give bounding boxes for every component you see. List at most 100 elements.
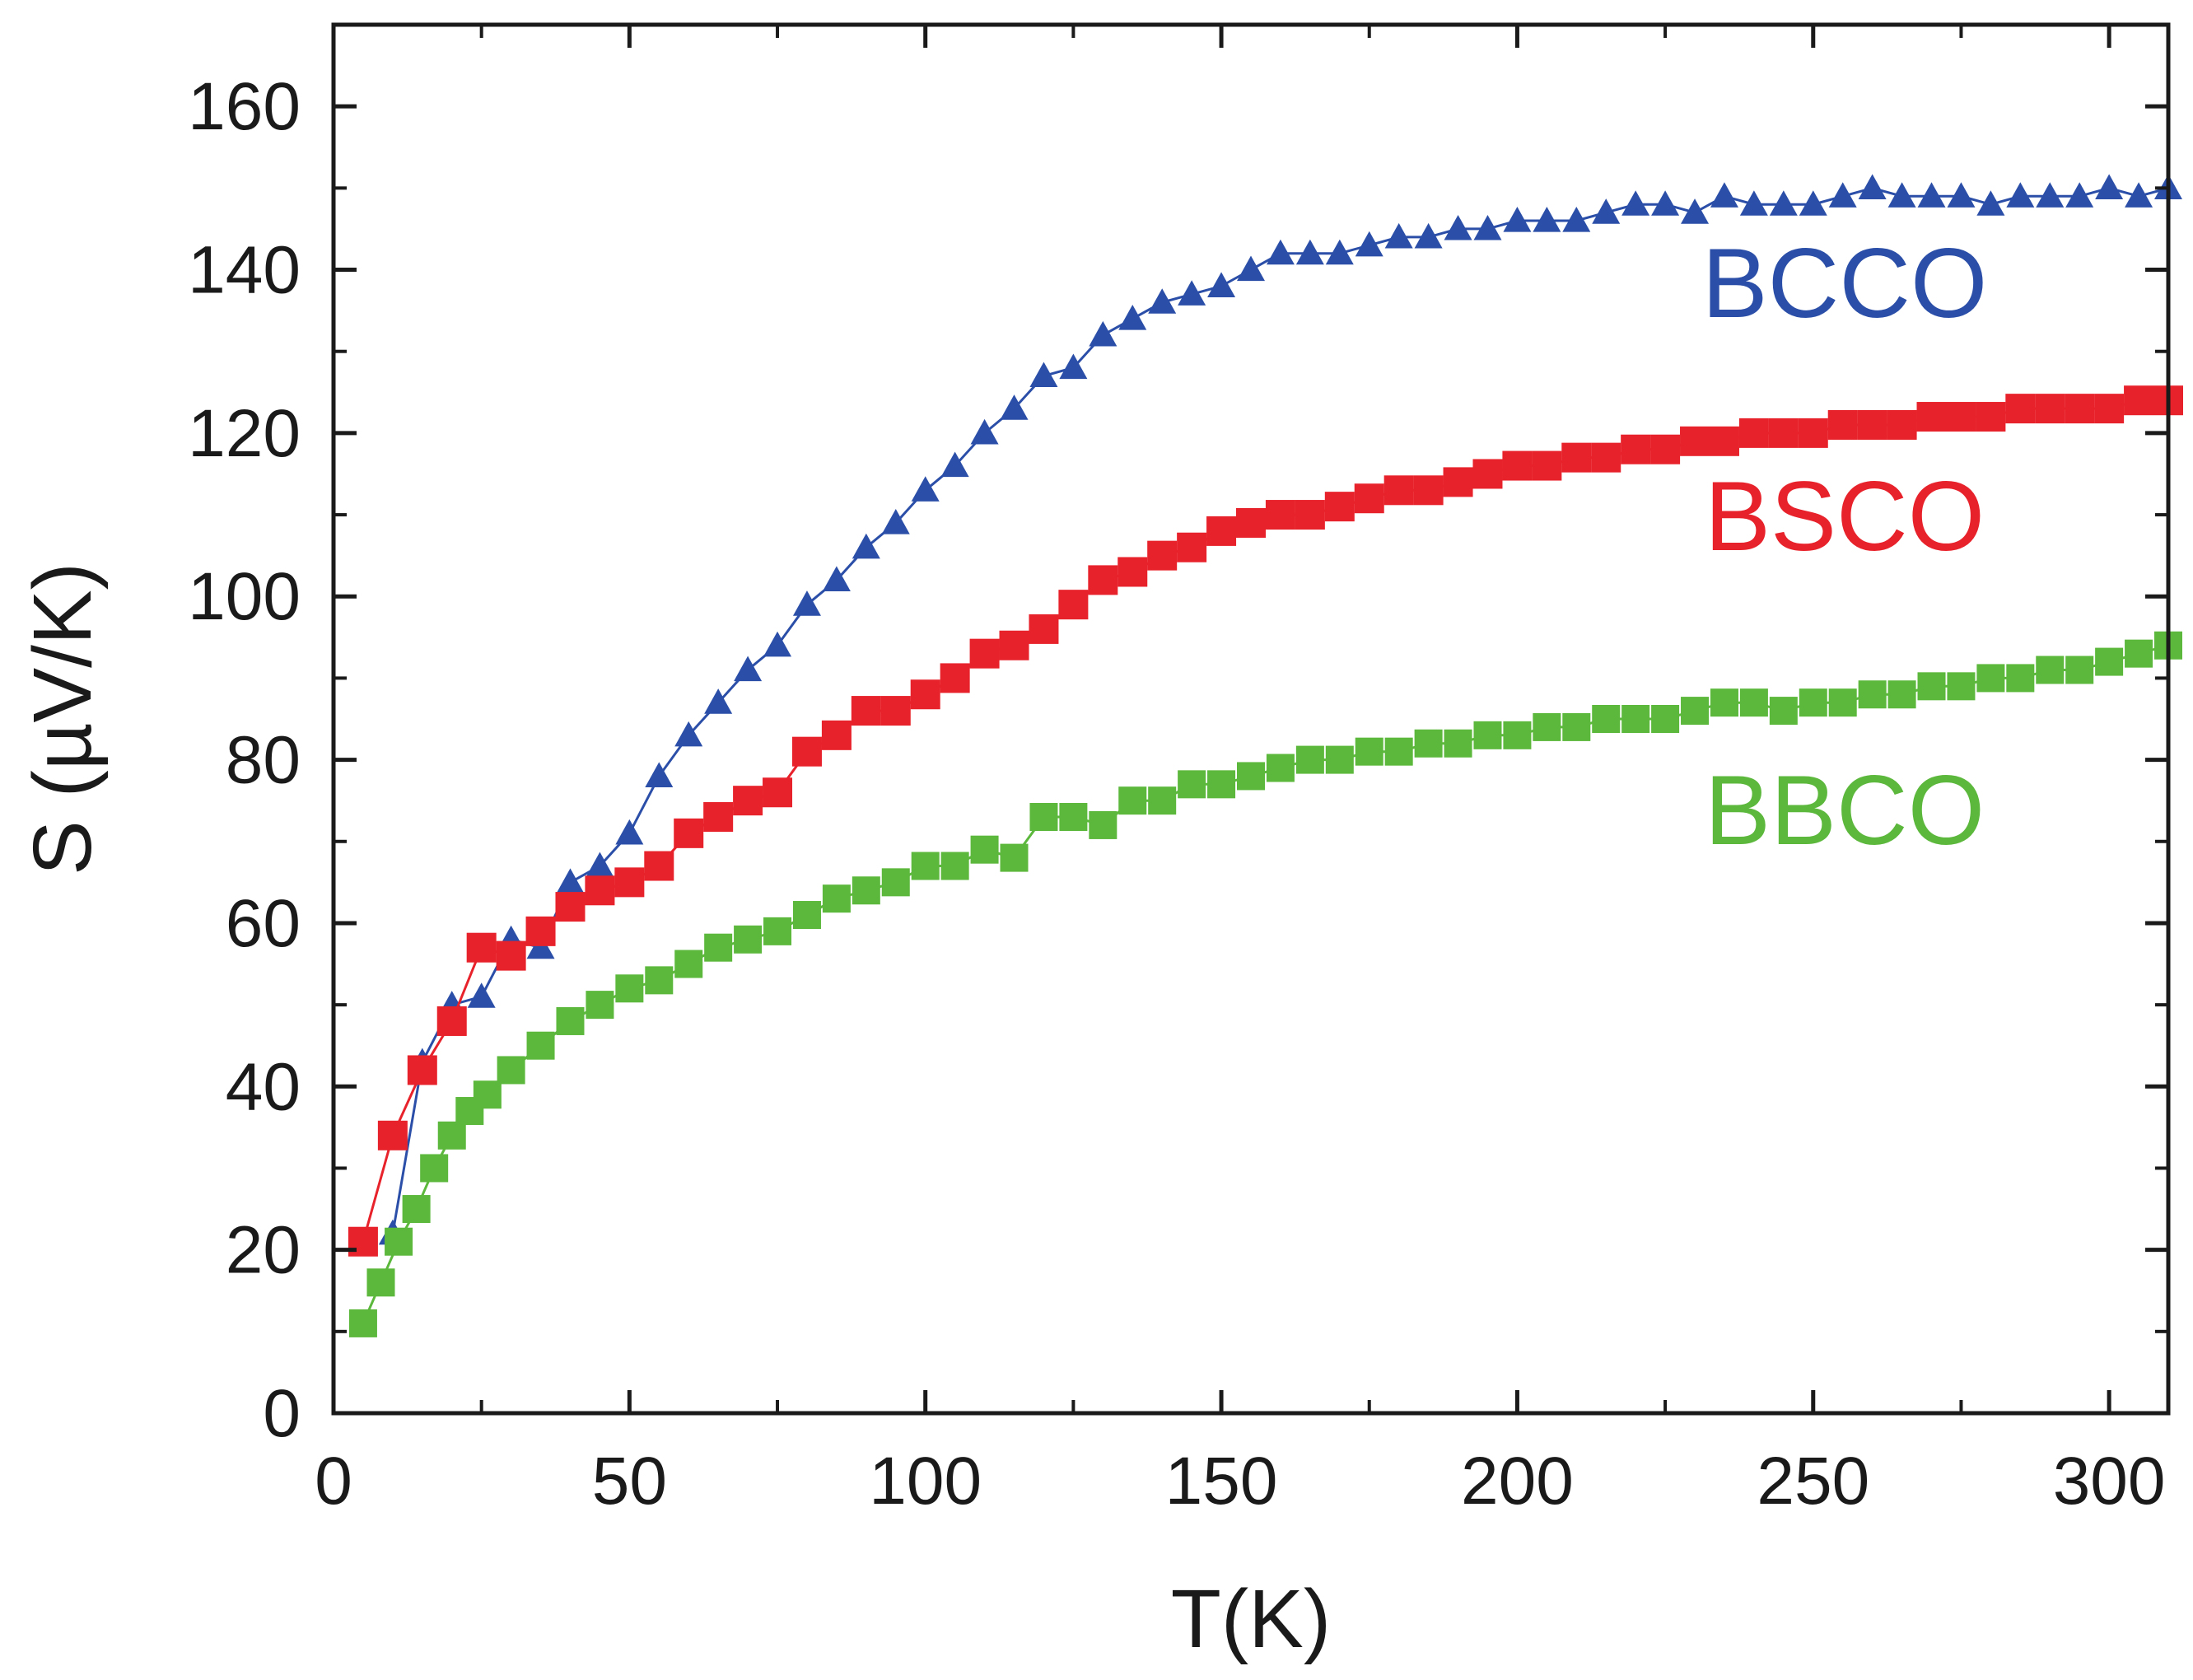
data-point-bsco — [1324, 492, 1355, 522]
data-point-bbco — [1325, 745, 1354, 774]
y-tick-label: 0 — [263, 1376, 301, 1451]
data-point-bcco — [1976, 190, 2005, 216]
data-point-bbco — [1414, 729, 1443, 758]
data-point-bsco — [821, 720, 852, 750]
data-point-bsco — [1798, 418, 1828, 448]
series-bbco — [348, 631, 2182, 1337]
data-point-bbco — [1295, 745, 1324, 774]
data-point-bbco — [1858, 680, 1887, 709]
data-point-bbco — [1562, 712, 1591, 741]
data-point-bsco — [1117, 557, 1148, 587]
data-point-bsco — [1680, 426, 1710, 456]
data-point-bsco — [1058, 590, 1089, 620]
data-point-bsco — [880, 696, 911, 726]
data-point-bbco — [2036, 656, 2065, 684]
data-point-bsco — [1857, 409, 1887, 440]
data-point-bbco — [1266, 754, 1295, 782]
data-point-bbco — [1118, 786, 1147, 815]
data-point-bbco — [1592, 705, 1621, 733]
data-point-bcco — [1207, 272, 1236, 297]
data-point-bbco — [473, 1080, 502, 1109]
data-point-bbco — [940, 852, 969, 880]
data-point-bsco — [555, 892, 586, 922]
y-tick-label: 120 — [188, 396, 301, 471]
data-point-bsco — [1443, 467, 1473, 497]
data-point-bsco — [1738, 418, 1769, 448]
data-point-bcco — [1710, 182, 1738, 208]
data-point-bsco — [1502, 450, 1533, 481]
data-point-bsco — [1561, 442, 1592, 473]
data-point-bbco — [2095, 647, 2124, 676]
data-point-bsco — [1265, 500, 1295, 530]
data-point-bbco — [1917, 672, 1946, 701]
data-point-bcco — [1295, 239, 1324, 265]
data-point-bbco — [2125, 639, 2153, 668]
data-point-bcco — [763, 631, 792, 657]
data-point-bbco — [1503, 721, 1532, 749]
data-point-bcco — [822, 566, 851, 591]
data-point-bsco — [2005, 394, 2036, 424]
data-point-bsco — [1029, 614, 1059, 644]
data-point-bsco — [525, 916, 556, 946]
series-bcco — [378, 174, 2182, 1245]
data-point-bbco — [1947, 672, 1976, 701]
data-point-bsco — [1413, 475, 1444, 506]
data-point-bsco — [1532, 450, 1562, 481]
data-point-bsco — [348, 1226, 378, 1257]
data-point-bsco — [1295, 500, 1325, 530]
data-point-bbco — [1059, 803, 1088, 832]
data-point-bbco — [1621, 705, 1650, 733]
y-tick-label: 160 — [188, 69, 301, 144]
plot-area — [348, 174, 2183, 1337]
data-point-bbco — [852, 876, 880, 905]
x-axis-label: T(K) — [1171, 1573, 1331, 1665]
data-point-bsco — [1946, 402, 1976, 432]
data-point-bcco — [704, 688, 733, 714]
y-tick-label: 100 — [188, 559, 301, 634]
data-point-bbco — [792, 901, 821, 930]
data-point-bcco — [1384, 222, 1413, 249]
data-point-bbco — [1178, 770, 1206, 799]
data-point-bsco — [1768, 418, 1799, 448]
data-point-bcco — [1887, 182, 1916, 208]
data-point-bsco — [1354, 483, 1384, 514]
data-point-bsco — [1177, 532, 1207, 562]
data-point-bsco — [496, 940, 526, 971]
x-tick-label: 150 — [1165, 1444, 1278, 1519]
y-tick-label: 20 — [226, 1213, 301, 1288]
data-point-bcco — [1799, 190, 1827, 216]
data-point-bsco — [1621, 434, 1651, 464]
data-point-bcco — [1562, 207, 1591, 232]
data-point-bbco — [1444, 729, 1472, 758]
data-point-bcco — [1947, 182, 1976, 208]
data-point-bsco — [2065, 394, 2095, 424]
data-point-bcco — [1828, 182, 1857, 208]
data-point-bcco — [1592, 198, 1621, 224]
data-point-bcco — [645, 762, 674, 788]
data-point-bbco — [526, 1031, 555, 1060]
data-point-bbco — [1355, 737, 1383, 766]
data-point-bsco — [1591, 442, 1621, 473]
data-point-bcco — [1148, 288, 1177, 314]
series-label-bcco: BCCO — [1702, 228, 1988, 338]
series-bsco — [348, 385, 2183, 1257]
data-point-bsco — [940, 663, 970, 693]
data-point-bbco — [1976, 664, 2005, 693]
data-point-bcco — [881, 508, 910, 534]
data-point-bsco — [1236, 507, 1266, 538]
data-point-bcco — [1355, 231, 1383, 257]
data-point-bbco — [1000, 843, 1029, 872]
data-point-bcco — [852, 533, 880, 559]
data-point-bcco — [674, 721, 703, 747]
data-point-bbco — [497, 1056, 525, 1085]
data-point-bcco — [911, 476, 940, 502]
data-point-bsco — [733, 786, 763, 816]
data-point-bcco — [467, 982, 496, 1008]
data-point-bsco — [585, 875, 615, 906]
data-point-bbco — [1029, 803, 1058, 832]
data-point-bbco — [763, 917, 792, 945]
data-point-bbco — [402, 1195, 431, 1224]
data-point-bbco — [1739, 688, 1768, 717]
data-point-bsco — [791, 736, 822, 767]
